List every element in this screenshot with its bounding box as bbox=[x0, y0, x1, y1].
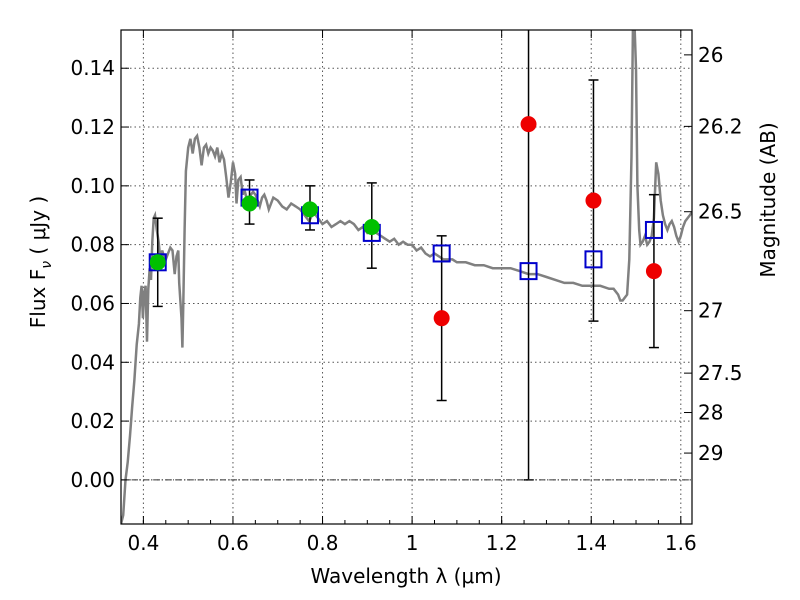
y-axis-title-unit: ( μJy ) bbox=[26, 196, 50, 261]
y-tick-label: 0.04 bbox=[70, 350, 115, 374]
y-tick-label: 0.00 bbox=[70, 468, 115, 492]
model-square-marker bbox=[644, 220, 663, 239]
x-tick-label: 0.6 bbox=[217, 531, 249, 555]
plot-frame bbox=[120, 29, 693, 525]
x-tick-label: 0.4 bbox=[127, 531, 159, 555]
y-tick-label: 0.12 bbox=[70, 115, 115, 139]
template-spectrum bbox=[121, 30, 692, 524]
y-axis-title-main: Flux F bbox=[26, 269, 50, 328]
y-axis-title: Flux Fν ( μJy ) bbox=[26, 196, 55, 328]
tick-labels: 0.4 0.6 0.8 1 1.2 1.4 1.6 0.00 0.02 0.04 0.06 0.08 0… bbox=[70, 43, 742, 555]
y-tick-label: 0.02 bbox=[70, 409, 115, 433]
y2-tick-label: 26 bbox=[698, 43, 723, 67]
nondetection-point bbox=[645, 263, 662, 280]
x-tick-label: 1.4 bbox=[575, 531, 607, 555]
y-axis-title-sub: ν bbox=[39, 261, 55, 269]
error-bars bbox=[152, 30, 659, 481]
nondetection-point bbox=[520, 116, 537, 133]
x-tick-label: 1 bbox=[406, 531, 419, 555]
y2-tick-label: 27 bbox=[698, 299, 723, 323]
model-square-marker bbox=[584, 250, 603, 269]
detection-point bbox=[363, 219, 380, 236]
y-tick-label: 0.10 bbox=[70, 174, 115, 198]
model-square-marker bbox=[519, 262, 538, 281]
detection-point bbox=[149, 254, 166, 271]
nondetection-point bbox=[585, 192, 602, 209]
y-tick-label: 0.08 bbox=[70, 233, 115, 257]
x-tick-label: 1.6 bbox=[665, 531, 697, 555]
detection-point bbox=[241, 195, 258, 212]
y2-tick-label: 29 bbox=[698, 441, 723, 465]
markers bbox=[148, 116, 663, 327]
grid bbox=[121, 30, 692, 524]
axes bbox=[120, 29, 693, 525]
y2-tick-label: 27.5 bbox=[698, 361, 743, 385]
y-tick-label: 0.14 bbox=[70, 56, 115, 80]
y2-axis-title: Magnitude (AB) bbox=[756, 122, 780, 277]
y2-tick-label: 28 bbox=[698, 401, 723, 425]
x-tick-label: 1.2 bbox=[486, 531, 518, 555]
model-square-marker bbox=[432, 244, 451, 263]
template-spectrum-line bbox=[121, 30, 692, 524]
x-tick-label: 0.8 bbox=[307, 531, 339, 555]
y-tick-label: 0.06 bbox=[70, 291, 115, 315]
y2-tick-label: 26.2 bbox=[698, 114, 743, 138]
y2-tick-label: 26.5 bbox=[698, 200, 743, 224]
nondetection-point bbox=[433, 310, 450, 327]
detection-point bbox=[301, 201, 318, 218]
x-axis-title: Wavelength λ (μm) bbox=[310, 564, 501, 588]
